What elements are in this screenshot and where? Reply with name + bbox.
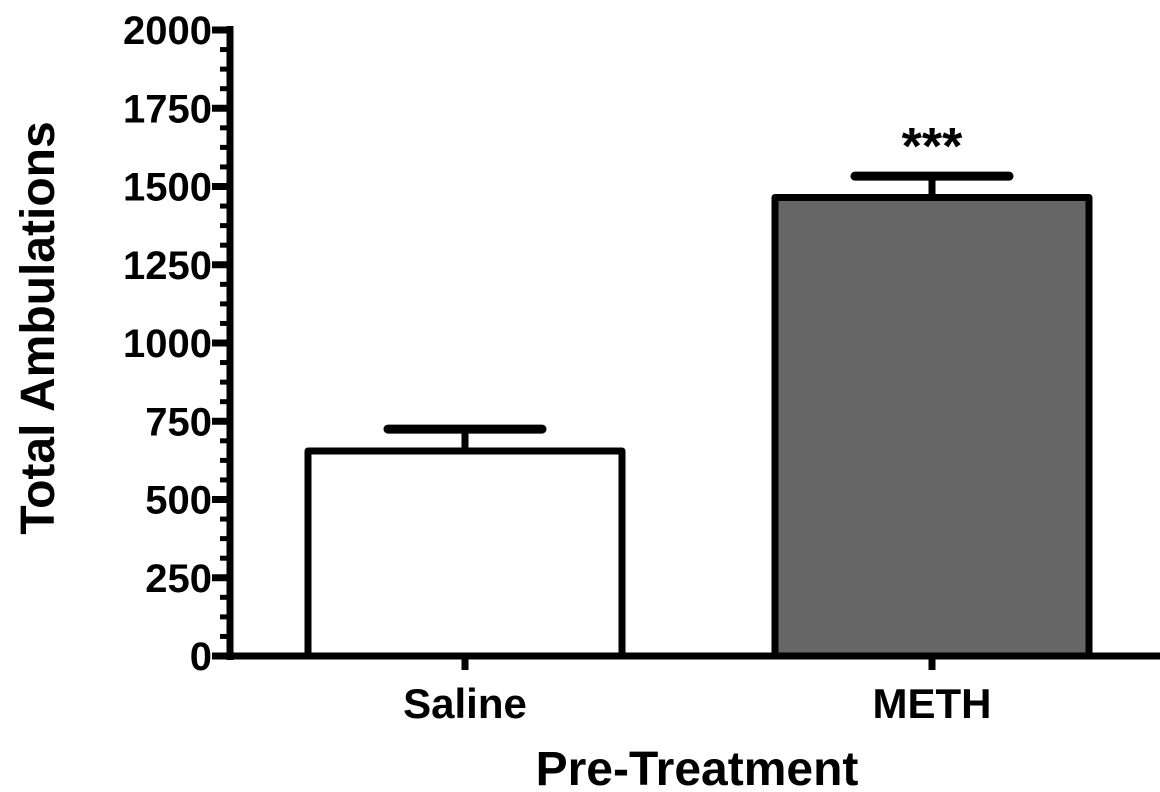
bar-saline bbox=[304, 447, 626, 660]
y-tick-label: 1250 bbox=[123, 244, 212, 288]
y-tick-label: 1000 bbox=[123, 322, 212, 366]
error-bar-meth bbox=[850, 171, 1014, 198]
x-tick-label-saline: Saline bbox=[403, 680, 527, 727]
error-bars-layer bbox=[383, 171, 1014, 451]
y-tick-label: 0 bbox=[190, 635, 212, 679]
y-tick-label: 250 bbox=[145, 557, 212, 601]
bar-meth bbox=[771, 193, 1093, 660]
x-tick-label-meth: METH bbox=[873, 680, 992, 727]
y-tick-label: 2000 bbox=[123, 9, 212, 53]
bars-layer bbox=[304, 193, 1093, 660]
x-axis-title: Pre-Treatment bbox=[536, 743, 859, 792]
y-tick-label: 1750 bbox=[123, 87, 212, 131]
x-ticks-layer: Saline METH bbox=[403, 656, 992, 727]
y-tick-label: 500 bbox=[145, 479, 212, 523]
annotations-layer: *** bbox=[902, 118, 963, 176]
y-tick-label: 750 bbox=[145, 400, 212, 444]
y-tick-label: 1500 bbox=[123, 166, 212, 210]
error-bar-saline bbox=[383, 424, 547, 451]
y-axis-title: Total Ambulations bbox=[12, 121, 65, 534]
significance-label: *** bbox=[902, 118, 963, 176]
y-ticks-layer: 0 250 500 750 1000 1250 1500 1750 2000 bbox=[123, 9, 230, 679]
